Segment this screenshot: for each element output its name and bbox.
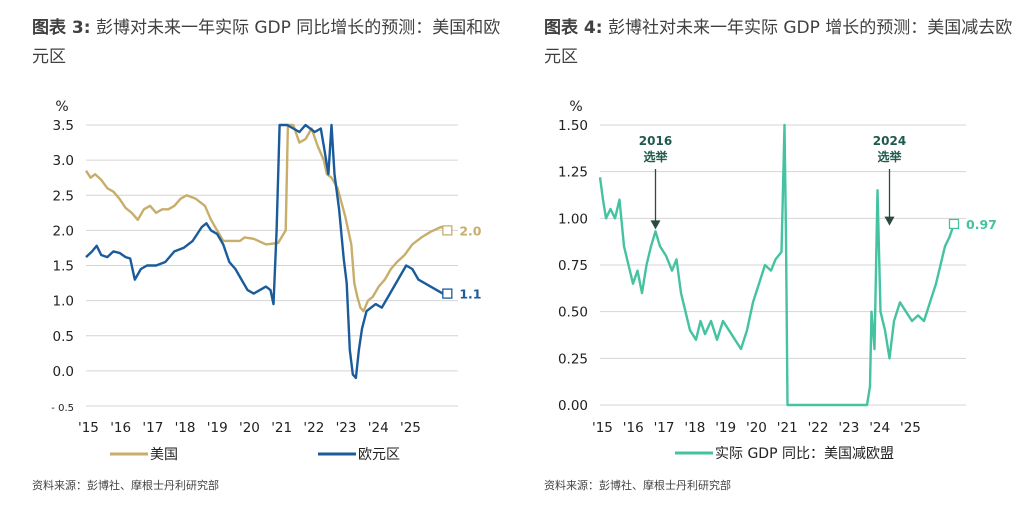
- right-chart-x-tick-label: '21: [777, 420, 798, 436]
- source-note-left: 资料来源：彭博社、摩根士丹利研究部: [32, 479, 219, 492]
- left-chart-end-marker: [442, 225, 453, 236]
- left-chart-y-tick-label: 0.5: [53, 329, 74, 345]
- right-chart-annotation-text: 选举: [643, 149, 668, 164]
- left-chart-y-tick-label: 3.0: [53, 153, 74, 169]
- right-chart-series-line: [598, 123, 956, 407]
- right-chart-x-tick-label: '16: [623, 420, 644, 436]
- left-chart-x-tick-label: '20: [239, 420, 260, 436]
- right-chart-legend-label: 实际 GDP 同比：美国减欧盟: [715, 446, 894, 462]
- right-chart-x-tick-label: '19: [715, 420, 736, 436]
- left-chart-y-tick-label: 3.5: [53, 118, 74, 134]
- chart-panel-right: 图表 4: 彭博社对未来一年实际 GDP 增长的预测：美国减去欧元区 % 1.50…: [512, 0, 1012, 505]
- left-chart-y-tick-label: 0.0: [53, 364, 74, 380]
- right-chart-unit-label: %: [569, 99, 582, 115]
- right-chart-end-marker: [948, 218, 960, 230]
- left-chart-x-tick-label: '16: [110, 420, 131, 436]
- left-chart-y-tick-label: 2.5: [53, 188, 74, 204]
- left-chart-end-label: 1.1: [459, 287, 481, 302]
- left-chart-y-tick-label: 1.0: [53, 294, 74, 310]
- left-chart-x-tick-label: '23: [336, 420, 357, 436]
- left-chart-x-tick-label: '17: [142, 420, 163, 436]
- right-chart-y-tick-label: 1.50: [558, 118, 588, 134]
- right-chart-y-tick-label: 0.50: [558, 305, 588, 321]
- chart-right-svg: % 1.50 1.25 1.00 0.75 0.50 0.25 0.00'15 '16 '17 '1…: [558, 99, 997, 462]
- right-chart-y-tick-label: 1.25: [558, 165, 588, 181]
- chart-title-right: 图表 4: 彭博社对未来一年实际 GDP 增长的预测：美国减去欧元区: [544, 14, 1014, 72]
- left-chart-end-marker: [442, 288, 453, 299]
- right-chart-x-tick-label: '15: [592, 420, 613, 436]
- left-chart-x-tick-label: '18: [175, 420, 196, 436]
- chart-panel-left: 图表 3: 彭博对未来一年实际 GDP 同比增长的预测：美国和欧元区 % 3.5 3…: [0, 0, 500, 505]
- right-chart-x-tick-label: '20: [746, 420, 767, 436]
- right-chart-y-tick-label: 0.25: [558, 351, 588, 367]
- right-chart-y-tick-label: 1.00: [558, 211, 588, 227]
- right-chart-x-tick-label: '17: [654, 420, 675, 436]
- chart-label-left: 图表 3:: [32, 18, 91, 38]
- left-chart-x-tick-label: '25: [400, 420, 421, 436]
- chart-left-svg: % 3.5 3.0 2.5 2.0 1.5 1.0 0.5 0.0 - 0.5 '15 '16 '17 '…: [51, 99, 481, 463]
- left-chart-y-tick-label: 2.0: [53, 223, 74, 239]
- left-chart-x-tick-label: '19: [207, 420, 228, 436]
- right-chart-x-tick-label: '24: [869, 420, 890, 436]
- source-note-right: 资料来源：彭博社、摩根士丹利研究部: [544, 479, 731, 492]
- right-chart-x-tick-label: '18: [684, 420, 705, 436]
- left-chart-y-tick-label: - 0.5: [51, 403, 74, 414]
- right-chart-y-tick-label: 0.00: [558, 398, 588, 414]
- left-chart-unit-label: %: [55, 99, 68, 115]
- left-chart-end-label: 2.0: [459, 223, 481, 238]
- right-chart-annotation-year: 2024: [873, 134, 906, 148]
- left-chart-legend-label: 美国: [150, 447, 178, 463]
- right-chart-end-label: 0.97: [966, 217, 997, 232]
- right-chart-annotation-text: 选举: [877, 149, 902, 164]
- chart-title-text-right: 彭博社对未来一年实际 GDP 增长的预测：美国减去欧元区: [544, 18, 1013, 67]
- right-chart-annotation-arrow-head: [884, 216, 895, 226]
- chart-label-right: 图表 4:: [544, 18, 603, 38]
- chart-title-left: 图表 3: 彭博对未来一年实际 GDP 同比增长的预测：美国和欧元区: [32, 14, 502, 72]
- left-chart-x-tick-label: '22: [303, 420, 324, 436]
- right-chart-y-tick-label: 0.75: [558, 258, 588, 274]
- chart-title-text-left: 彭博对未来一年实际 GDP 同比增长的预测：美国和欧元区: [32, 18, 501, 67]
- left-chart-x-tick-label: '21: [271, 420, 292, 436]
- left-chart-series-line: [85, 123, 448, 380]
- right-chart-annotation-arrow-head: [650, 220, 661, 230]
- right-chart-x-tick-label: '25: [900, 420, 921, 436]
- left-chart-series-line: [84, 123, 448, 313]
- left-chart-y-tick-label: 1.5: [53, 259, 74, 275]
- left-chart-x-tick-label: '24: [368, 420, 389, 436]
- right-chart-annotation-year: 2016: [639, 134, 672, 148]
- left-chart-x-tick-label: '15: [78, 420, 99, 436]
- right-chart-x-tick-label: '22: [808, 420, 829, 436]
- right-chart-x-tick-label: '23: [838, 420, 859, 436]
- left-chart-legend-label: 欧元区: [358, 447, 400, 463]
